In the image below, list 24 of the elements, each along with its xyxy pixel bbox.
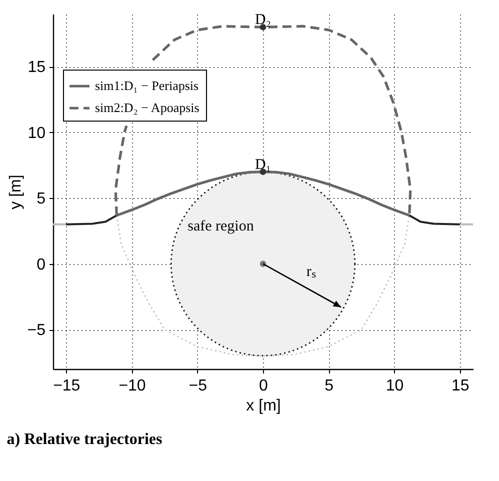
line-series <box>116 214 410 356</box>
x-tick-label: 5 <box>324 378 334 394</box>
x-tick-label: 0 <box>259 378 268 394</box>
y-tick-label: 5 <box>36 190 46 208</box>
y-tick-label: 15 <box>28 59 46 76</box>
y-axis-title: y [m] <box>7 174 24 210</box>
x-tick-label: −15 <box>53 378 80 394</box>
line-series <box>408 214 461 226</box>
x-tick-label: −5 <box>188 378 208 394</box>
x-tick-label: 10 <box>386 378 404 394</box>
line-series <box>65 214 118 226</box>
annotation: safe region <box>188 218 254 234</box>
x-tick-label: −10 <box>118 378 146 394</box>
annotation: D₁ <box>254 156 272 173</box>
x-axis-title: x [m] <box>246 398 281 414</box>
text: a) Relative trajectories <box>6 431 162 448</box>
x-tick-label: 15 <box>451 378 470 394</box>
legend-label: sim1:D₁ − Periapsis <box>95 78 199 94</box>
y-tick-label: −5 <box>27 322 46 340</box>
y-tick-label: 0 <box>36 256 46 274</box>
legend-label: sim2:D₂ − Apoapsis <box>95 100 200 116</box>
annotation: D₂ <box>254 12 272 28</box>
y-tick-label: 10 <box>28 124 46 142</box>
annotation: rₛ <box>306 264 316 280</box>
